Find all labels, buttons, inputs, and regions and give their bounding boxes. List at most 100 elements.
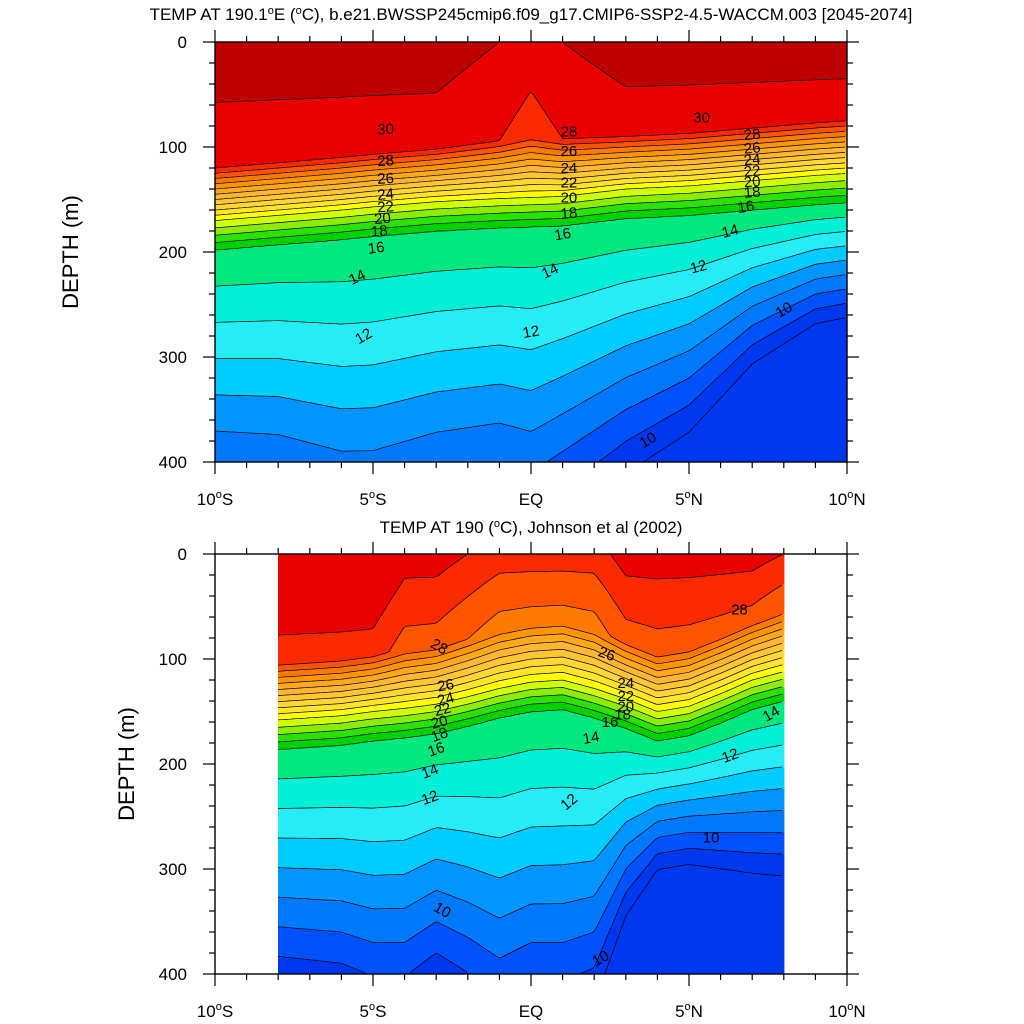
contour-cell xyxy=(291,438,294,463)
contour-cell xyxy=(271,211,274,217)
contour-cell xyxy=(347,409,350,452)
contour-cell xyxy=(391,184,394,191)
contour-cell xyxy=(281,321,284,360)
contour-cell xyxy=(323,185,326,191)
contour-cell xyxy=(281,359,284,398)
contour-cell xyxy=(377,214,380,222)
contour-cell xyxy=(403,317,406,359)
contour-cell xyxy=(357,208,360,217)
contour-cell xyxy=(333,158,336,164)
contour-cell xyxy=(235,359,238,396)
contour-cell xyxy=(297,182,300,188)
contour-cell xyxy=(223,102,226,168)
contour-cell xyxy=(227,285,230,323)
contour-cell xyxy=(223,42,226,103)
contour-cell xyxy=(231,203,234,210)
contour-cell xyxy=(409,157,412,163)
contour-cell xyxy=(329,226,332,234)
contour-cell xyxy=(225,199,228,205)
contour-cell xyxy=(269,216,272,224)
contour-cell xyxy=(221,178,224,184)
contour-cell xyxy=(345,97,348,158)
contour-cell xyxy=(325,365,328,407)
contour-cell xyxy=(321,219,324,227)
contour-cell xyxy=(225,178,228,184)
contour-cell xyxy=(329,233,332,241)
contour-cell xyxy=(285,321,288,361)
contour-cell xyxy=(305,187,308,193)
contour-cell xyxy=(241,233,244,241)
contour-cell xyxy=(369,176,372,182)
contour-cell xyxy=(217,286,220,323)
contour-cell xyxy=(275,396,278,435)
contour-cell xyxy=(363,237,366,281)
contour-cell xyxy=(333,169,336,175)
contour-cell xyxy=(223,227,226,235)
contour-cell xyxy=(261,321,264,360)
contour-cell xyxy=(253,212,256,218)
contour-cell xyxy=(325,447,328,463)
contour-cell xyxy=(345,239,348,282)
contour-cell xyxy=(229,198,232,205)
contour-cell xyxy=(287,437,290,463)
contour-cell xyxy=(351,366,354,409)
contour-cell xyxy=(295,400,298,440)
contour-cell xyxy=(361,408,364,452)
contour-cell xyxy=(321,185,324,192)
contour-cell xyxy=(301,362,304,402)
contour-cell xyxy=(405,152,408,158)
contour-cell xyxy=(237,233,240,242)
contour-cell xyxy=(237,359,240,396)
contour-cell xyxy=(259,42,262,102)
contour-cell xyxy=(333,97,336,159)
contour-cell xyxy=(231,42,234,103)
contour-cell xyxy=(401,226,404,235)
contour-cell xyxy=(307,181,310,188)
contour-cell xyxy=(383,213,386,222)
contour-cell xyxy=(337,408,340,451)
contour-cell xyxy=(343,217,346,225)
contour-cell xyxy=(303,99,306,162)
contour-cell xyxy=(293,167,296,173)
contour-cell xyxy=(287,99,290,163)
contour-cell xyxy=(253,284,256,322)
contour-cell xyxy=(255,359,258,397)
contour-cell xyxy=(361,171,364,177)
contour-cell xyxy=(377,164,380,171)
contour-cell xyxy=(407,188,410,194)
contour-cell xyxy=(307,242,310,283)
contour-cell xyxy=(385,213,388,221)
contour-cell xyxy=(309,197,312,203)
contour-cell xyxy=(261,217,264,225)
contour-cell xyxy=(257,396,260,434)
contour-cell xyxy=(325,219,328,227)
contour-cell xyxy=(331,240,334,283)
contour-cell xyxy=(375,221,378,230)
contour-cell xyxy=(399,152,402,158)
contour-cell xyxy=(225,42,228,103)
contour-cell xyxy=(383,174,386,181)
contour-cell xyxy=(303,197,306,204)
contour-cell xyxy=(279,42,282,101)
contour-cell xyxy=(265,216,268,225)
contour-cell xyxy=(323,206,326,212)
contour-cell xyxy=(239,197,242,204)
contour-cell xyxy=(341,205,344,211)
contour-cell xyxy=(351,183,354,189)
contour-cell xyxy=(377,196,380,202)
contour-cell xyxy=(397,95,400,153)
contour-cell xyxy=(369,229,372,238)
contour-cell xyxy=(227,249,230,286)
contour-cell xyxy=(367,222,370,230)
contour-cell xyxy=(363,215,366,223)
contour-cell xyxy=(231,193,234,199)
contour-cell xyxy=(397,276,400,319)
contour-cell xyxy=(387,362,390,405)
contour-cell xyxy=(341,178,344,185)
contour-cell xyxy=(253,232,256,240)
contour-cell xyxy=(349,204,352,210)
contour-cell xyxy=(259,175,262,181)
contour-cell xyxy=(357,323,360,367)
contour-cell xyxy=(289,162,292,168)
